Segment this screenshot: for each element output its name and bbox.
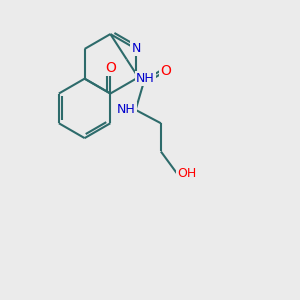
Text: NH: NH: [136, 72, 155, 85]
Text: O: O: [105, 61, 116, 75]
Text: OH: OH: [177, 167, 196, 180]
Text: N: N: [131, 42, 141, 56]
Text: O: O: [160, 64, 171, 78]
Text: NH: NH: [117, 103, 136, 116]
